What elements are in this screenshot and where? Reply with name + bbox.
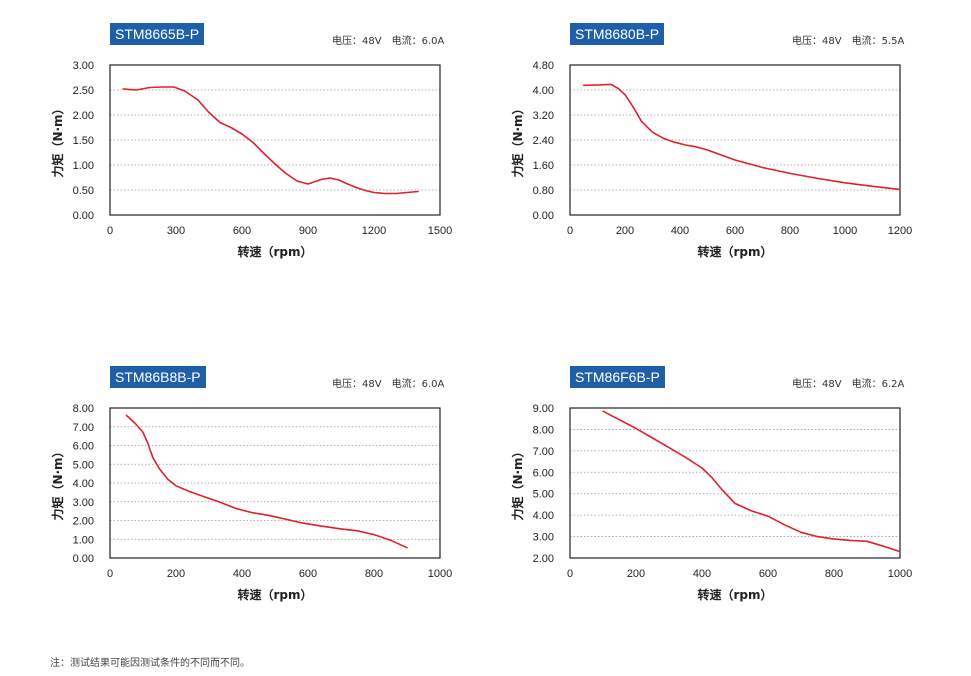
plot-frame — [109, 64, 441, 216]
x-tick-label: 1200 — [888, 225, 912, 237]
y-tick-label: 1.50 — [73, 135, 94, 147]
voltage-label: 电压：48V — [332, 36, 382, 47]
x-tick-label: 0 — [567, 225, 573, 237]
chart-panel-3: STM86F6B-P 电压：48V 电流：6.2A 2.00 3.00 4.00 5.00 6… — [510, 363, 950, 603]
x-tick-label: 1000 — [888, 568, 912, 580]
x-tick-label: 600 — [299, 568, 317, 580]
model-badge: STM86B8B-P — [110, 366, 206, 388]
chart-panel-2: STM86B8B-P 电压：48V 电流：6.0A 0.00 1.00 2.00 3.00 4… — [50, 363, 490, 603]
test-conditions: 电压：48V 电流：6.2A — [792, 375, 904, 390]
x-tick-label: 0 — [107, 568, 113, 580]
y-tick-label: 0.00 — [73, 553, 94, 565]
plot-frame — [569, 64, 901, 216]
y-tick-label: 1.00 — [73, 160, 94, 172]
x-tick-label: 400 — [693, 568, 711, 580]
model-badge: STM8665B-P — [110, 23, 205, 45]
x-tick-label: 600 — [759, 568, 777, 580]
x-tick-label: 1000 — [833, 225, 857, 237]
x-tick-label: 200 — [627, 568, 645, 580]
x-axis-label: 转速（rpm） — [237, 587, 312, 602]
model-badge: STM8680B-P — [570, 23, 665, 45]
y-tick-label: 3.00 — [73, 497, 94, 509]
x-tick-label: 800 — [781, 225, 799, 237]
x-tick-label: 600 — [726, 225, 744, 237]
torque-speed-chart: 0.00 1.00 2.00 3.00 4.00 5.00 6.00 7.00 8.00 0 200… — [50, 403, 452, 602]
x-tick-label: 200 — [616, 225, 634, 237]
x-tick-label: 0 — [107, 225, 113, 237]
voltage-label: 电压：48V — [792, 36, 842, 47]
y-tick-label: 7.00 — [533, 446, 554, 458]
y-tick-label: 8.00 — [533, 424, 554, 436]
y-tick-label: 0.50 — [73, 185, 94, 197]
x-axis-label: 转速（rpm） — [697, 587, 772, 602]
x-tick-label: 900 — [299, 225, 317, 237]
x-tick-label: 1000 — [428, 568, 452, 580]
y-tick-label: 4.80 — [533, 60, 554, 72]
model-badge: STM86F6B-P — [570, 366, 665, 388]
x-tick-label: 800 — [365, 568, 383, 580]
torque-curve — [125, 414, 408, 549]
current-label: 电流：6.0A — [391, 36, 445, 47]
x-tick-label: 1200 — [362, 225, 386, 237]
y-tick-label: 4.00 — [533, 510, 554, 522]
torque-speed-chart: 0.00 0.80 1.60 2.40 3.20 4.00 4.80 0 200 400 600 80… — [510, 60, 912, 259]
y-tick-label: 2.50 — [73, 85, 94, 97]
y-tick-label: 2.00 — [533, 553, 554, 565]
y-axis-label: 力矩（N·m） — [510, 102, 525, 177]
test-conditions: 电压：48V 电流：5.5A — [792, 32, 904, 47]
y-tick-label: 2.00 — [73, 110, 94, 122]
y-tick-label: 0.00 — [533, 210, 554, 222]
y-tick-label: 0.00 — [73, 210, 94, 222]
y-axis-label: 力矩（N·m） — [50, 445, 65, 520]
x-tick-label: 1500 — [428, 225, 452, 237]
y-tick-label: 7.00 — [73, 422, 94, 434]
y-tick-label: 6.00 — [73, 441, 94, 453]
plot-frame — [569, 407, 901, 559]
current-label: 电流：5.5A — [851, 36, 905, 47]
y-tick-label: 3.00 — [73, 60, 94, 72]
y-tick-label: 4.00 — [533, 85, 554, 97]
x-axis-label: 转速（rpm） — [237, 244, 312, 259]
y-tick-label: 9.00 — [533, 403, 554, 415]
x-tick-label: 400 — [671, 225, 689, 237]
x-tick-label: 400 — [233, 568, 251, 580]
y-tick-label: 3.00 — [533, 532, 554, 544]
chart-panel-0: STM8665B-P 电压：48V 电流：6.0A 0.00 0.50 1.00 1.50 2… — [50, 20, 490, 260]
y-tick-label: 5.00 — [533, 489, 554, 501]
y-tick-label: 3.20 — [533, 110, 554, 122]
y-tick-label: 4.00 — [73, 478, 94, 490]
torque-speed-chart: 0.00 0.50 1.00 1.50 2.00 2.50 3.00 0 300 600 900 12… — [50, 60, 452, 259]
x-tick-label: 800 — [825, 568, 843, 580]
y-tick-label: 2.40 — [533, 135, 554, 147]
x-tick-label: 300 — [167, 225, 185, 237]
voltage-label: 电压：48V — [792, 379, 842, 390]
y-tick-label: 6.00 — [533, 467, 554, 479]
y-tick-label: 8.00 — [73, 403, 94, 415]
test-conditions: 电压：48V 电流：6.0A — [332, 32, 444, 47]
y-tick-label: 5.00 — [73, 459, 94, 471]
y-tick-label: 0.80 — [533, 185, 554, 197]
torque-curve — [602, 410, 901, 553]
y-tick-label: 2.00 — [73, 516, 94, 528]
current-label: 电流：6.0A — [391, 379, 445, 390]
voltage-label: 电压：48V — [332, 379, 382, 390]
plot-frame — [109, 407, 441, 559]
torque-curve — [122, 86, 419, 195]
x-tick-label: 600 — [233, 225, 251, 237]
y-axis-label: 力矩（N·m） — [50, 102, 65, 177]
current-label: 电流：6.2A — [851, 379, 905, 390]
torque-speed-chart: 2.00 3.00 4.00 5.00 6.00 7.00 8.00 9.00 0 200 400 6… — [510, 403, 912, 602]
chart-panel-1: STM8680B-P 电压：48V 电流：5.5A 0.00 0.80 1.60 2.40 3… — [510, 20, 950, 260]
test-conditions: 电压：48V 电流：6.0A — [332, 375, 444, 390]
x-tick-label: 0 — [567, 568, 573, 580]
y-tick-label: 1.60 — [533, 160, 554, 172]
y-axis-label: 力矩（N·m） — [510, 445, 525, 520]
x-axis-label: 转速（rpm） — [697, 244, 772, 259]
torque-curve — [583, 83, 901, 191]
y-tick-label: 1.00 — [73, 534, 94, 546]
footnote: 注：测试结果可能因测试条件的不同而不同。 — [50, 658, 250, 669]
x-tick-label: 200 — [167, 568, 185, 580]
